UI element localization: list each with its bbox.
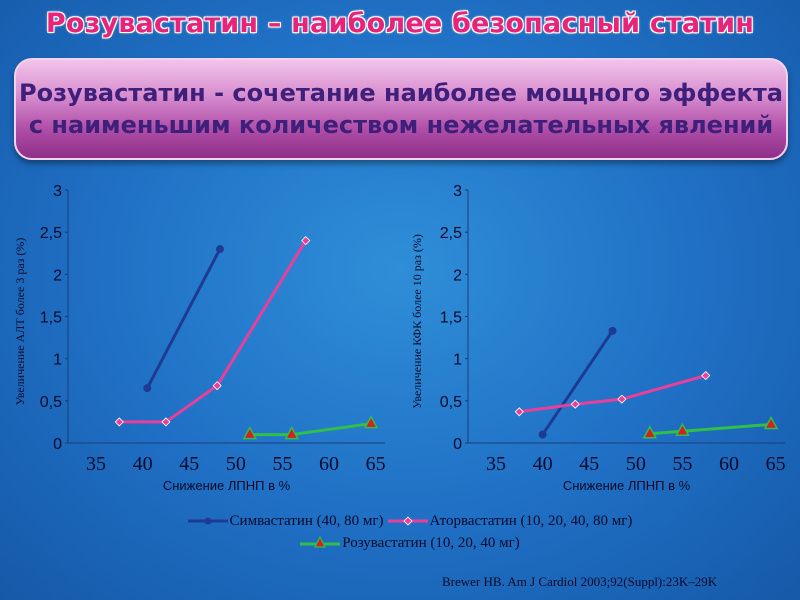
- y-tick-label: 2,5: [440, 225, 462, 242]
- data-point-rosuvastatin: [284, 426, 300, 440]
- y-tick-label: 0: [453, 436, 462, 453]
- x-tick-label: 55: [272, 453, 292, 475]
- legend-item-simvastatin: Симвастатин (40, 80 мг): [187, 512, 384, 530]
- series-line-rosuvastatin: [649, 422, 772, 436]
- legend-swatch-atorvastatin: [387, 516, 428, 526]
- data-point-atorvastatin: [514, 407, 524, 417]
- slide-title: Розувастатин – наиболее безопасный стати…: [45, 8, 755, 39]
- data-point-atorvastatin: [617, 394, 627, 404]
- chart-svg: 0 0,5 1 1,5 2 2,5 3 35 40 45 50 55 60 65 Снижение ЛПНП…: [410, 183, 786, 493]
- x-tick-label: 35: [86, 453, 106, 475]
- x-tick-label: 65: [766, 453, 786, 475]
- y-tick-label: 3: [53, 183, 62, 200]
- x-axis-label: Снижение ЛПНП в %: [563, 478, 691, 493]
- y-tick-label: 0,5: [40, 394, 62, 411]
- y-tick-label: 0,5: [440, 394, 462, 411]
- banner-line-2: с наименьшим количеством нежелательных я…: [28, 111, 774, 139]
- x-tick-label: 60: [719, 453, 739, 475]
- data-point-atorvastatin: [301, 236, 311, 246]
- data-point-rosuvastatin: [763, 415, 779, 430]
- legend-item-atorvastatin: Аторвастатин (10, 20, 40, 80 мг): [387, 512, 633, 530]
- series-line-simvastatin: [145, 248, 222, 389]
- x-tick-label: 50: [626, 453, 646, 475]
- data-point-atorvastatin: [701, 370, 711, 381]
- x-tick-label: 40: [533, 453, 553, 475]
- data-point-simvastatin: [608, 326, 617, 335]
- chart-ck: 0 0,5 1 1,5 2 2,5 3 35 40 45 50 55 60 65 Снижение ЛПНП…: [400, 170, 800, 500]
- x-tick-label: 45: [579, 453, 599, 475]
- data-point-rosuvastatin: [642, 425, 658, 439]
- data-point-atorvastatin: [161, 417, 171, 427]
- series-line-simvastatin: [541, 329, 614, 436]
- y-tick-label: 2: [53, 267, 62, 284]
- series-line-atorvastatin: [519, 374, 707, 414]
- data-point-simvastatin: [143, 384, 152, 393]
- legend: Симвастатин (40, 80 мг) Аторвастатин (10…: [150, 510, 670, 554]
- series-line-atorvastatin: [119, 239, 308, 424]
- y-tick-label: 3: [453, 183, 462, 200]
- y-tick-label: 1: [453, 352, 462, 369]
- y-tick-label: 1,5: [40, 310, 62, 327]
- y-tick-label: 2: [453, 267, 462, 284]
- chart-svg: 0 0,5 1 1,5 2 2,5 3 35 40 45 50 55 60 65 Снижение ЛПНП…: [13, 183, 386, 493]
- x-tick-label: 45: [179, 453, 199, 475]
- source-citation: Brewer HB. Am J Cardiol 2003;92(Suppl):2…: [442, 574, 718, 589]
- y-axis-label: Увеличение АЛТ более 3 раз (%): [13, 238, 27, 406]
- data-point-simvastatin: [215, 245, 224, 254]
- legend-label-atorvastatin: Аторвастатин (10, 20, 40, 80 мг): [429, 512, 633, 529]
- x-tick-label: 55: [672, 453, 692, 475]
- banner-line-1: Розувастатин - сочетание наиболее мощног…: [19, 79, 783, 107]
- legend-swatch-rosuvastatin: [300, 536, 341, 548]
- data-point-simvastatin: [538, 430, 547, 439]
- data-point-rosuvastatin: [675, 422, 690, 436]
- x-tick-label: 35: [486, 453, 506, 475]
- legend-label-simvastatin: Симвастатин (40, 80 мг): [229, 512, 384, 529]
- x-tick-label: 60: [319, 453, 339, 475]
- data-point-atorvastatin: [570, 399, 580, 409]
- x-axis-label: Снижение ЛПНП в %: [163, 478, 291, 493]
- y-tick-label: 1: [53, 352, 62, 369]
- data-point-rosuvastatin: [363, 415, 379, 429]
- data-point-rosuvastatin: [242, 426, 258, 440]
- y-tick-label: 1,5: [440, 310, 462, 327]
- legend-swatch-simvastatin: [187, 517, 228, 525]
- data-point-atorvastatin: [212, 381, 222, 391]
- data-point-atorvastatin: [114, 417, 124, 427]
- legend-label-rosuvastatin: Розувастатин (10, 20, 40 мг): [342, 534, 520, 551]
- x-tick-label: 40: [133, 453, 153, 475]
- x-tick-label: 50: [226, 453, 246, 475]
- x-tick-label: 65: [366, 453, 386, 475]
- subtitle-banner: Розувастатин - сочетание наиболее мощног…: [14, 58, 788, 160]
- chart-alt: 0 0,5 1 1,5 2 2,5 3 35 40 45 50 55 60 65 Снижение ЛПНП…: [0, 170, 400, 500]
- series-line-rosuvastatin: [249, 422, 372, 437]
- y-axis-label: Увеличение КФК более 10 раз (%): [410, 234, 424, 409]
- y-tick-label: 2,5: [40, 225, 62, 242]
- legend-item-rosuvastatin: Розувастатин (10, 20, 40 мг): [300, 535, 520, 552]
- y-tick-label: 0: [53, 436, 62, 453]
